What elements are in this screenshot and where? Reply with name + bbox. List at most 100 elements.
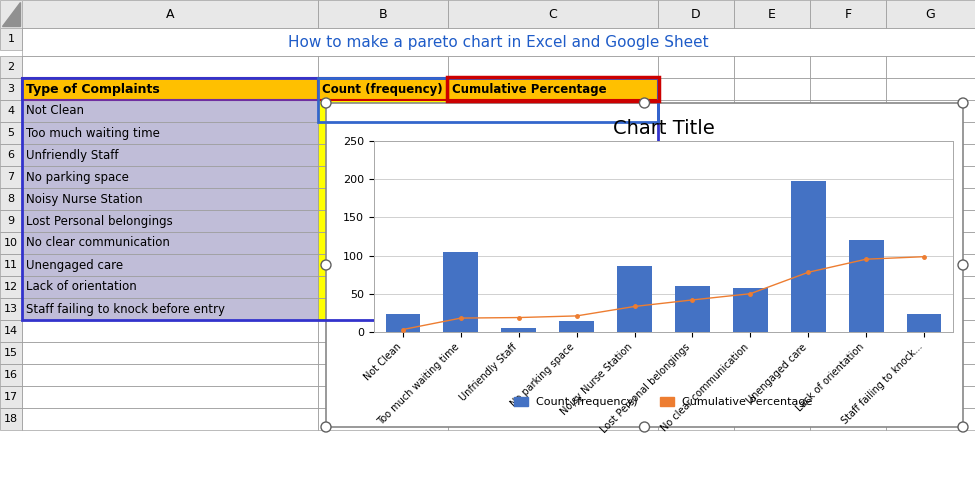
Bar [0, 386, 22, 408]
Bar [734, 320, 810, 342]
Bar [886, 188, 975, 210]
Bar [0, 276, 22, 298]
Bar [810, 276, 886, 298]
Bar [734, 298, 810, 320]
Bar [734, 342, 810, 364]
Bar [810, 386, 886, 408]
Bar [734, 276, 810, 298]
Bar [734, 386, 810, 408]
Bar [448, 276, 658, 298]
Bar [658, 100, 734, 122]
Bar [734, 78, 810, 100]
Bar [22, 0, 318, 28]
Bar [734, 408, 810, 430]
Text: 1: 1 [8, 34, 15, 44]
Bar [810, 364, 886, 386]
Text: G: G [925, 8, 935, 21]
Bar [658, 56, 734, 78]
Bar [22, 364, 318, 386]
Bar [22, 210, 318, 232]
Bar [448, 320, 658, 342]
Bar [22, 342, 318, 364]
Bar [810, 144, 886, 166]
Bar [0, 320, 22, 342]
Bar [318, 276, 448, 298]
Text: 15: 15 [4, 348, 18, 358]
Bar [658, 254, 734, 276]
Circle shape [958, 260, 968, 270]
Bar [810, 122, 886, 144]
Bar [810, 342, 886, 364]
Bar [886, 254, 975, 276]
Bar [658, 122, 734, 144]
Bar [658, 386, 734, 408]
Bar [734, 122, 810, 144]
Bar [658, 320, 734, 342]
Bar [22, 276, 318, 298]
Bar [810, 144, 886, 166]
Bar [658, 78, 734, 100]
Bar [734, 166, 810, 188]
Text: 10: 10 [4, 238, 18, 248]
Bar [22, 364, 318, 386]
Bar [734, 320, 810, 342]
Bar [0, 188, 22, 210]
Bar [658, 364, 734, 386]
Bar [318, 408, 448, 430]
Bar [22, 342, 318, 364]
Bar [886, 166, 975, 188]
Bar [734, 232, 810, 254]
Bar [658, 56, 734, 78]
Bar [0, 408, 22, 430]
Bar [448, 122, 658, 144]
Bar [22, 408, 318, 430]
Circle shape [640, 422, 649, 432]
Bar [318, 166, 448, 188]
Bar [318, 56, 448, 78]
Bar [734, 0, 810, 28]
Bar [886, 232, 975, 254]
Bar [22, 408, 318, 430]
Bar [22, 144, 318, 166]
Bar [0, 320, 22, 342]
Text: Lack of orientation: Lack of orientation [26, 281, 136, 293]
Bar [0, 342, 22, 364]
Bar [886, 342, 975, 364]
Bar [0, 56, 22, 78]
Circle shape [958, 422, 968, 432]
Text: Not Clean: Not Clean [26, 104, 84, 117]
Bar [810, 78, 886, 100]
Bar [810, 364, 886, 386]
Bar [734, 78, 810, 100]
Bar [318, 78, 448, 100]
Bar [501, 328, 536, 332]
Bar [22, 232, 318, 254]
Bar [810, 298, 886, 320]
Bar [318, 298, 448, 320]
Bar [448, 386, 658, 408]
Bar [385, 314, 420, 332]
Bar [22, 320, 318, 342]
Bar [0, 298, 22, 320]
Bar [658, 188, 734, 210]
Text: 18: 18 [4, 414, 19, 424]
Bar [318, 342, 448, 364]
Text: Count (frequency): Count (frequency) [322, 83, 443, 95]
Bar [886, 364, 975, 386]
Bar [22, 100, 318, 122]
Bar [448, 210, 658, 232]
Bar [448, 364, 658, 386]
Bar [22, 386, 318, 408]
Bar [22, 122, 318, 144]
Bar [810, 254, 886, 276]
Bar [22, 298, 318, 320]
Bar [810, 56, 886, 78]
Bar [22, 28, 975, 56]
Bar [886, 56, 975, 78]
Bar [0, 298, 22, 320]
Bar [886, 188, 975, 210]
Bar [810, 166, 886, 188]
Bar [734, 188, 810, 210]
Bar [318, 386, 448, 408]
Bar [658, 276, 734, 298]
